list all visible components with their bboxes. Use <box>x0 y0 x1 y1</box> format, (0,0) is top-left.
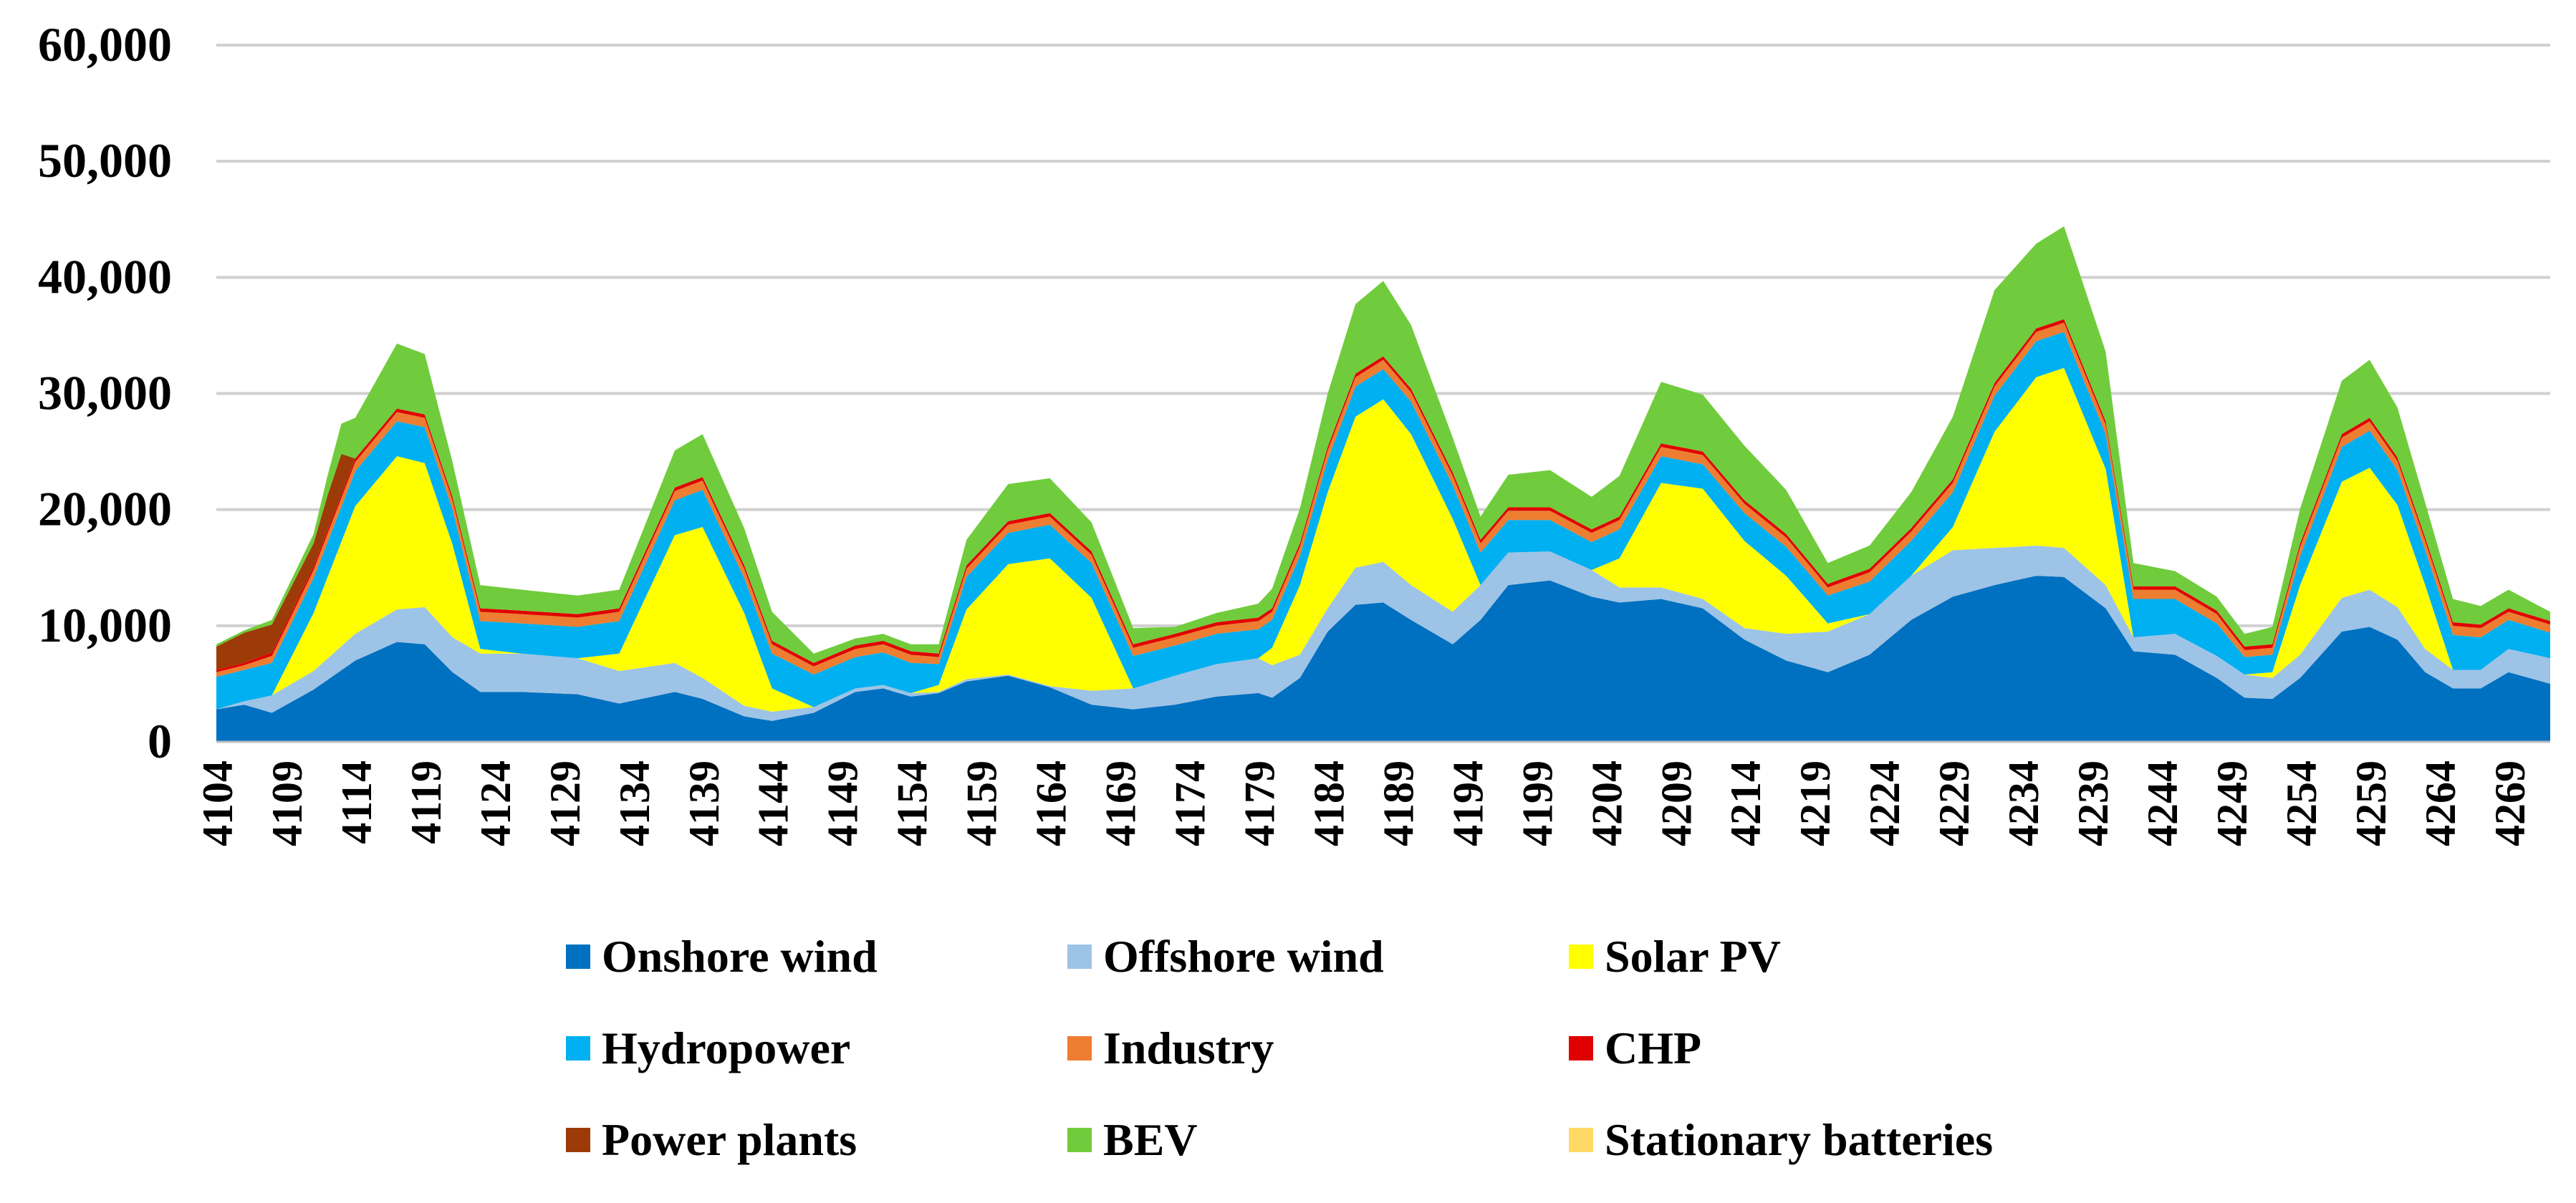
legend-item-chp: CHP <box>1569 1023 2142 1074</box>
x-tick-label: 4204 <box>1583 760 1630 846</box>
area-hydropower <box>216 332 2550 710</box>
legend-swatch <box>566 1128 590 1152</box>
x-tick-label: 4144 <box>750 760 797 846</box>
area-onshore-wind <box>216 576 2550 742</box>
x-tick-label: 4254 <box>2278 760 2325 846</box>
x-tick-label: 4194 <box>1444 760 1491 846</box>
x-tick-label: 4164 <box>1028 760 1075 846</box>
y-tick-label: 30,000 <box>38 366 172 420</box>
x-tick-label: 4224 <box>1861 760 1908 846</box>
area-bev <box>216 226 2550 663</box>
y-tick-label: 0 <box>148 714 172 768</box>
x-tick-label: 4239 <box>2070 760 2117 846</box>
x-tick-label: 4154 <box>889 760 936 846</box>
y-tick-label: 10,000 <box>38 598 172 652</box>
x-tick-label: 4179 <box>1236 760 1283 846</box>
x-tick-label: 4229 <box>1931 760 1978 846</box>
legend-swatch <box>1569 1128 1593 1152</box>
area-solar-pv <box>216 367 2550 712</box>
legend-label: BEV <box>1103 1114 1198 1165</box>
y-axis-tick-labels: 0 10,000 20,000 30,000 40,000 50,000 60,000 <box>38 17 172 768</box>
x-tick-label: 4129 <box>542 760 589 846</box>
legend-swatch <box>1569 944 1593 969</box>
x-tick-label: 4119 <box>403 760 450 844</box>
legend-item-hydropower: Hydropower <box>566 1023 1067 1074</box>
legend-swatch <box>1067 1128 1092 1152</box>
legend-item-industry: Industry <box>1067 1023 1569 1074</box>
y-tick-label: 40,000 <box>38 249 172 304</box>
series-areas <box>216 226 2550 742</box>
x-tick-label: 4159 <box>958 760 1006 846</box>
x-tick-label: 4214 <box>1722 760 1769 846</box>
x-tick-label: 4134 <box>611 760 658 846</box>
x-tick-label: 4109 <box>264 760 311 846</box>
x-tick-label: 4104 <box>194 760 241 846</box>
x-tick-label: 4184 <box>1305 760 1352 846</box>
legend-swatch <box>1569 1036 1593 1061</box>
legend-label: Onshore wind <box>602 931 878 982</box>
legend-label: Industry <box>1103 1023 1274 1073</box>
x-tick-label: 4269 <box>2486 760 2534 846</box>
legend-label: Offshore wind <box>1103 931 1384 982</box>
x-tick-label: 4209 <box>1653 760 1700 846</box>
legend-item-offshore-wind: Offshore wind <box>1067 931 1569 982</box>
legend-swatch <box>566 944 590 969</box>
legend-item-power-plants: Power plants <box>566 1114 1067 1166</box>
legend-label: Hydropower <box>602 1023 851 1073</box>
legend-item-bev: BEV <box>1067 1114 1569 1166</box>
legend-swatch <box>1067 944 1092 969</box>
x-tick-label: 4249 <box>2209 760 2256 846</box>
legend-item-stationary-batteries: Stationary batteries <box>1569 1114 2142 1166</box>
x-tick-label: 4259 <box>2347 760 2395 846</box>
x-tick-label: 4244 <box>2139 760 2186 846</box>
y-tick-label: 50,000 <box>38 133 172 188</box>
legend: Onshore wind Offshore wind Solar PV Hydropo… <box>566 931 2214 1166</box>
legend-label: Solar PV <box>1605 931 1781 982</box>
y-tick-label: 60,000 <box>38 17 172 72</box>
x-tick-label: 4199 <box>1514 760 1561 846</box>
legend-label: CHP <box>1605 1023 1702 1073</box>
area-offshore-wind <box>216 545 2550 721</box>
legend-item-solar-pv: Solar PV <box>1569 931 2142 982</box>
legend-swatch <box>566 1036 590 1061</box>
legend-item-onshore-wind: Onshore wind <box>566 931 1067 982</box>
x-axis-tick-labels: 4104 4109 4114 4119 4124 4129 4134 4139 4144 4149… <box>194 760 2534 846</box>
legend-swatch <box>1067 1036 1092 1061</box>
x-tick-label: 4139 <box>681 760 728 846</box>
x-tick-label: 4264 <box>2417 760 2464 846</box>
legend-label: Power plants <box>602 1114 857 1165</box>
y-tick-label: 20,000 <box>38 482 172 536</box>
legend-label: Stationary batteries <box>1605 1114 1994 1165</box>
x-tick-label: 4234 <box>2000 760 2047 846</box>
x-tick-label: 4149 <box>820 760 867 846</box>
x-tick-label: 4124 <box>472 760 519 846</box>
x-tick-label: 4114 <box>333 760 380 844</box>
x-tick-label: 4219 <box>1792 760 1839 846</box>
x-tick-label: 4189 <box>1375 760 1422 846</box>
x-tick-label: 4169 <box>1097 760 1145 846</box>
x-tick-label: 4174 <box>1167 760 1214 846</box>
